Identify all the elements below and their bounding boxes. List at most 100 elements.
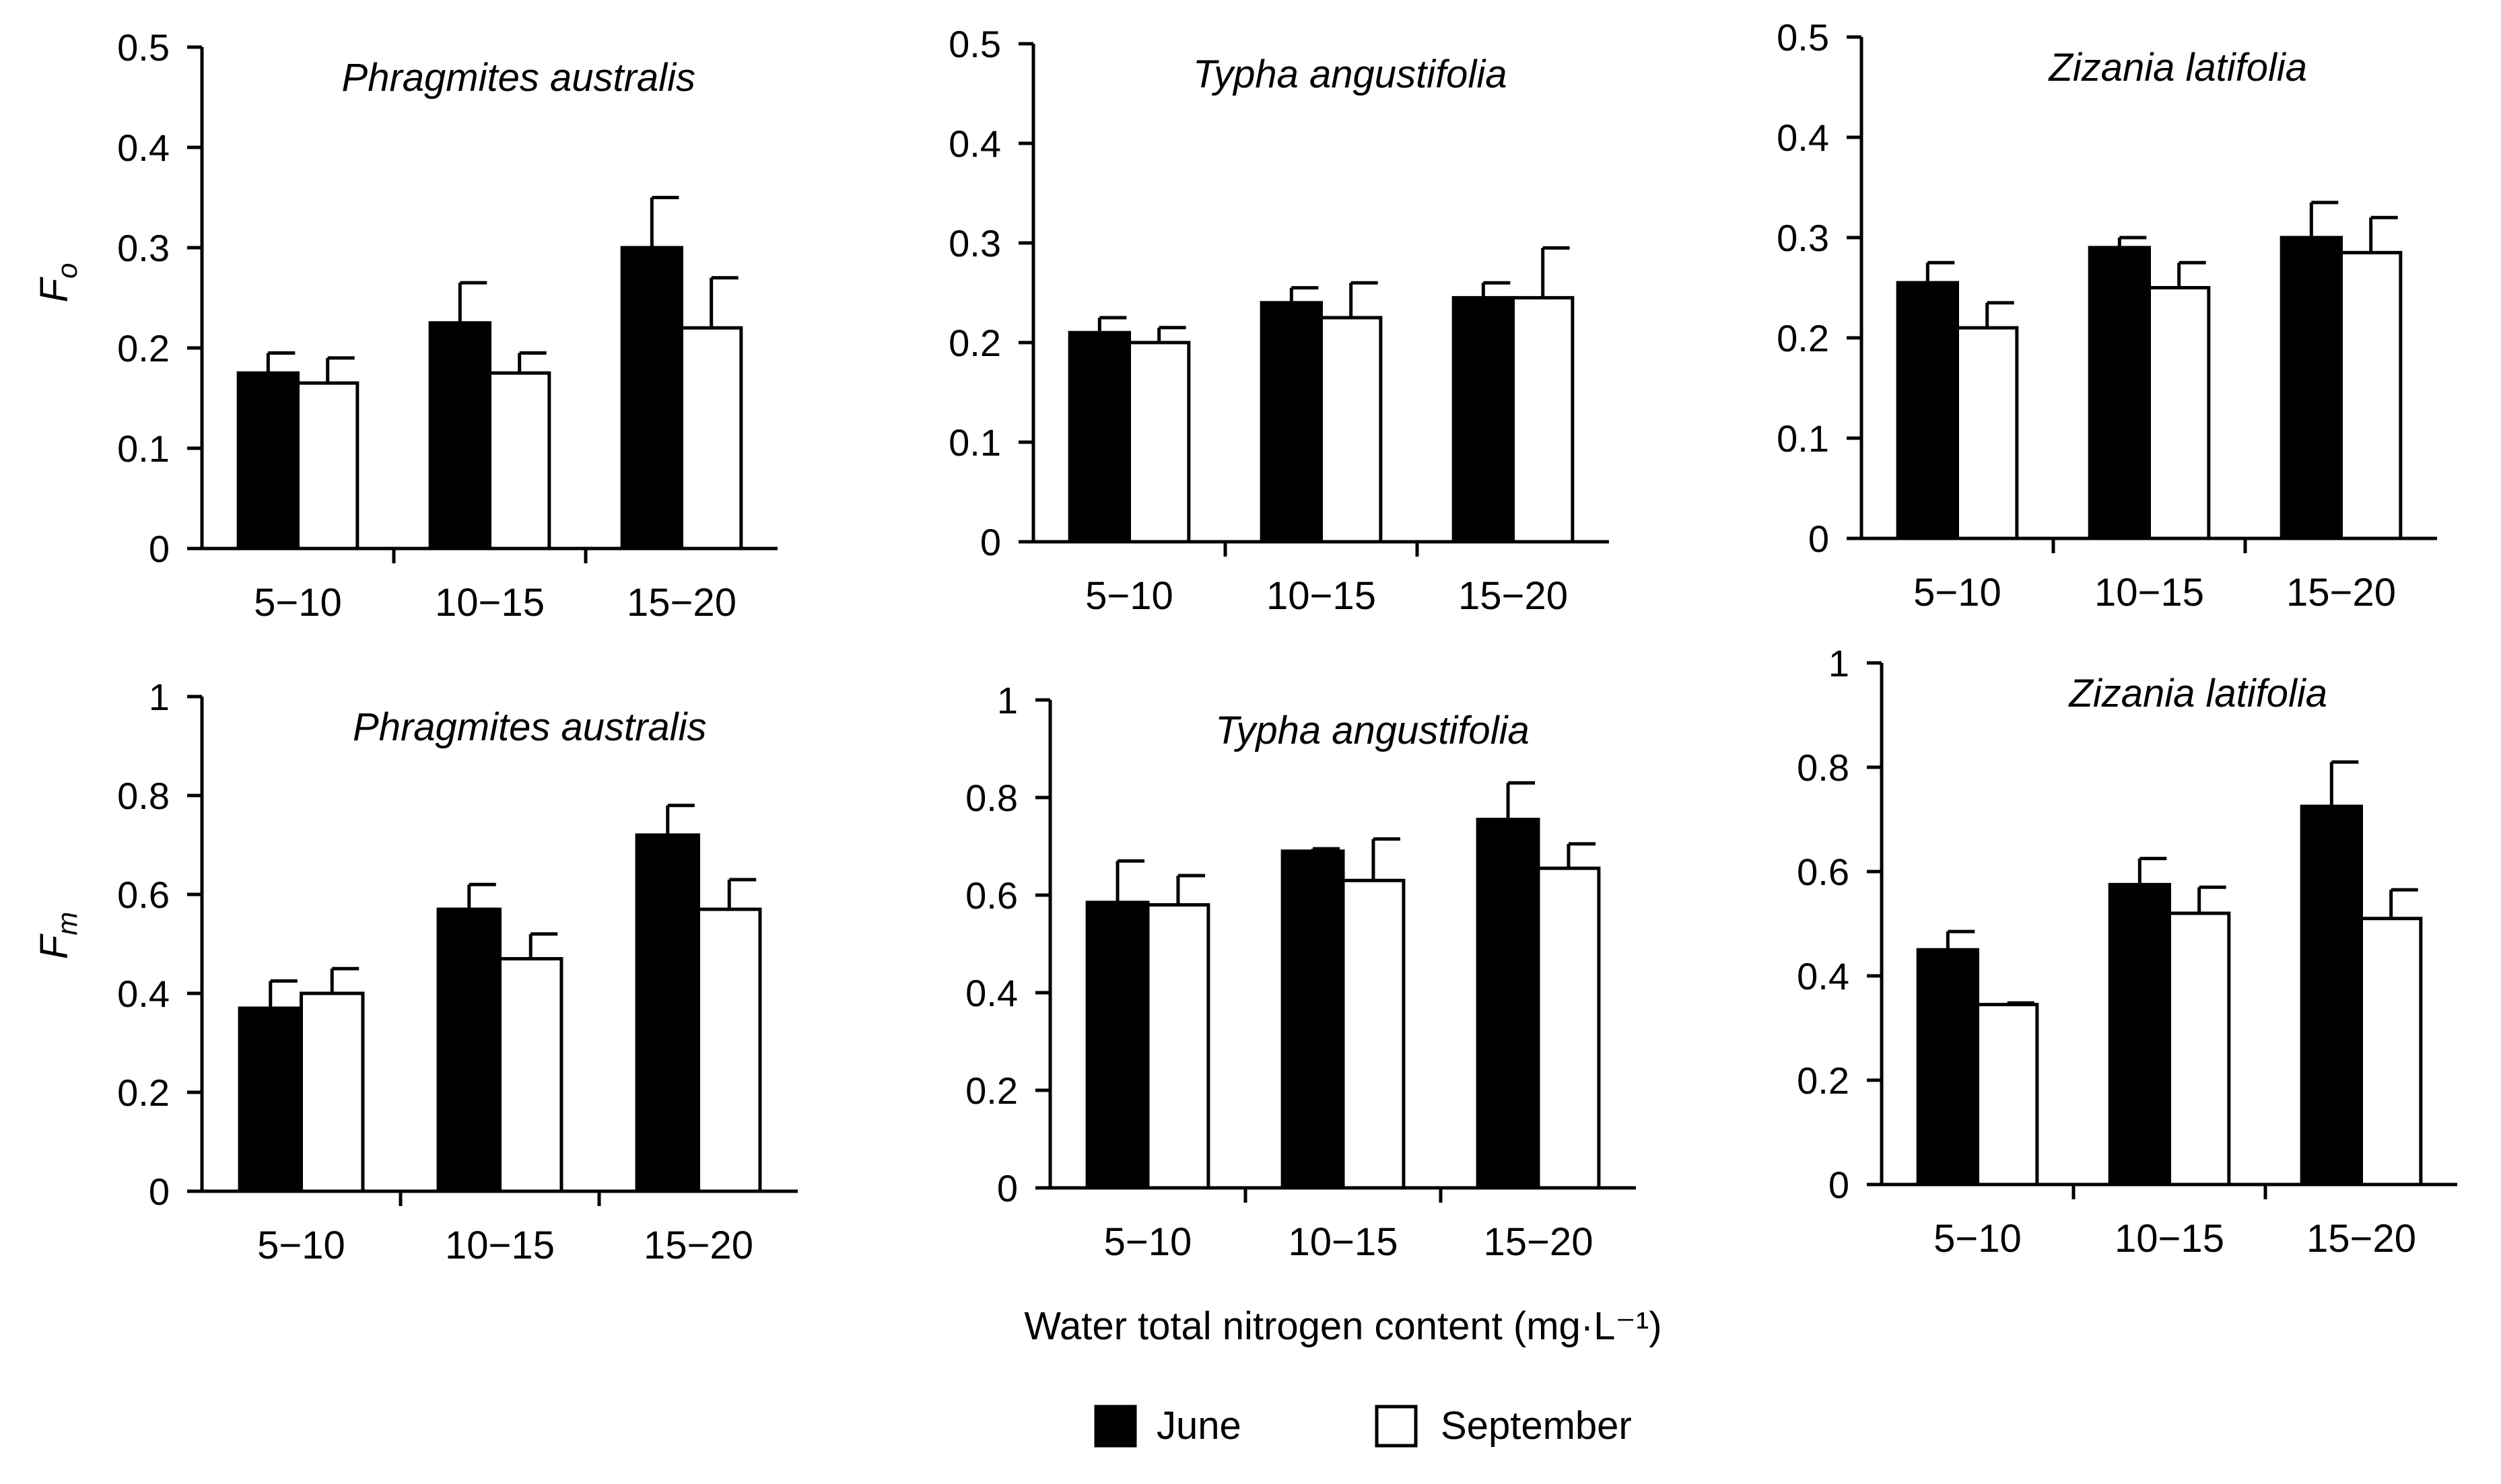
y-tick-label: 0.6 <box>117 874 170 916</box>
legend-label-september: September <box>1441 1404 1632 1448</box>
bar-june <box>236 371 300 551</box>
bar-june <box>2280 236 2343 540</box>
x-tick-label: 15−20 <box>627 581 736 625</box>
x-tick-label: 5−10 <box>1104 1220 1192 1264</box>
bar-june <box>1280 849 1345 1190</box>
y-tick-label: 0.4 <box>965 972 1018 1014</box>
y-tick-label: 0.2 <box>117 1071 170 1114</box>
x-tick-label: 10−15 <box>2094 571 2204 614</box>
y-tick-label: 0.8 <box>965 777 1018 819</box>
y-tick-label: 0.4 <box>949 122 1001 165</box>
y-tick-label: 0.4 <box>1797 955 1849 997</box>
y-tick-label: 0.5 <box>1777 16 1829 59</box>
bar-june <box>2108 882 2171 1187</box>
y-tick-label: 0 <box>980 521 1001 563</box>
x-tick-label: 5−10 <box>254 581 342 625</box>
y-tick-label: 0 <box>149 1170 170 1213</box>
y-tick-label: 0.2 <box>965 1069 1018 1112</box>
y-tick-label: 0 <box>1828 1164 1849 1206</box>
bar-september <box>1536 866 1601 1190</box>
y-tick-label: 0.3 <box>949 222 1001 264</box>
x-axis-label: Water total nitrogen content (mg·L⁻¹) <box>1024 1304 1661 1348</box>
panel-title: Zizania latifolia <box>2047 46 2307 90</box>
bar-june <box>1476 818 1540 1190</box>
y-tick-label: 0.3 <box>1777 217 1829 259</box>
y-tick-label: 1 <box>997 679 1018 721</box>
bar-september <box>1341 878 1406 1190</box>
y-tick-label: 0.2 <box>1777 317 1829 359</box>
bar-september <box>498 957 563 1193</box>
x-tick-label: 5−10 <box>1913 571 2001 614</box>
bar-september <box>2360 917 2423 1187</box>
bar-june <box>436 907 502 1193</box>
bar-september <box>2168 911 2231 1187</box>
y-tick-label: 0.1 <box>117 427 170 470</box>
bar-september <box>1511 295 1575 544</box>
bar-september <box>1956 326 2019 540</box>
x-tick-label: 15−20 <box>2286 571 2396 614</box>
y-tick-label: 0.4 <box>1777 116 1829 159</box>
chart-panel-1: 0 0.1 0.2 0.3 0.4 0.5 5−10 10−15 15−20 Phragmites… <box>117 26 778 625</box>
x-tick-label: 10−15 <box>1266 574 1376 618</box>
x-tick-label: 10−15 <box>1289 1220 1398 1264</box>
bar-september <box>488 371 551 551</box>
legend-swatch-september <box>1375 1405 1418 1448</box>
bar-june <box>1451 295 1515 544</box>
x-tick-label: 5−10 <box>1085 574 1173 618</box>
bar-june <box>238 1006 303 1193</box>
y-tick-label: 0.1 <box>949 421 1001 464</box>
y-tick-label: 0.5 <box>117 26 170 69</box>
panel-title: Typha angustifolia <box>1193 52 1507 96</box>
bar-june <box>1896 281 1959 540</box>
x-tick-label: 5−10 <box>1933 1217 2022 1261</box>
legend-swatch-june <box>1094 1405 1137 1448</box>
bar-june <box>2300 804 2363 1187</box>
x-tick-label: 15−20 <box>1458 574 1568 618</box>
bar-september <box>2339 250 2403 540</box>
y-tick-label: 0.1 <box>1777 417 1829 460</box>
y-tick-label: 0 <box>149 528 170 570</box>
y-tick-label: 0.3 <box>117 227 170 269</box>
bar-september <box>2148 286 2211 540</box>
y-tick-label: 1 <box>1828 642 1849 684</box>
y-tick-label: 0 <box>1808 518 1829 560</box>
bar-september <box>300 991 365 1193</box>
legend-label-june: June <box>1157 1404 1241 1448</box>
bar-september <box>1128 341 1191 544</box>
bar-september <box>1976 1003 2039 1187</box>
y-tick-label: 0.8 <box>117 775 170 817</box>
bar-june <box>620 246 684 551</box>
bar-september <box>697 907 762 1193</box>
bar-june <box>635 833 700 1193</box>
y-tick-label: 0.4 <box>117 127 170 169</box>
x-tick-label: 15−20 <box>2306 1217 2416 1261</box>
chart-panel-3: 0 0.1 0.2 0.3 0.4 0.5 5−10 10−15 15−20 Zizania la… <box>1777 16 2437 614</box>
chart-panel-4: 0 0.2 0.4 0.6 0.8 1 5−10 10−15 15−20 Phragmites a… <box>117 676 798 1267</box>
x-tick-label: 15−20 <box>644 1224 753 1267</box>
x-tick-label: 10−15 <box>445 1224 555 1267</box>
bar-september <box>296 381 359 551</box>
x-tick-label: 10−15 <box>2115 1217 2224 1261</box>
bar-june <box>1068 330 1132 544</box>
x-tick-label: 10−15 <box>435 581 545 625</box>
bar-june <box>1085 900 1150 1190</box>
panel-title: Zizania latifolia <box>2067 672 2327 715</box>
bar-september <box>1320 316 1383 544</box>
y-tick-label: 0.2 <box>1797 1059 1849 1102</box>
legend: June September <box>1094 1404 1632 1448</box>
bar-june <box>1260 301 1324 544</box>
x-tick-label: 5−10 <box>257 1224 345 1267</box>
panel-title: Typha angustifolia <box>1215 709 1529 752</box>
y-tick-label: 0.4 <box>117 973 170 1015</box>
y-tick-label: 0 <box>997 1167 1018 1209</box>
bar-june <box>2088 246 2151 540</box>
x-tick-label: 15−20 <box>1484 1220 1594 1264</box>
y-tick-label: 0.6 <box>1797 851 1849 893</box>
chart-panel-5: 0 0.2 0.4 0.6 0.8 1 5−10 10−15 15−20 Typha angust… <box>965 679 1636 1264</box>
bar-september <box>1146 903 1210 1190</box>
y-tick-label: 0.2 <box>117 327 170 369</box>
bar-june <box>1916 948 1979 1187</box>
y-tick-label: 1 <box>149 676 170 718</box>
chart-panel-2: 0 0.1 0.2 0.3 0.4 0.5 5−10 10−15 15−20 Typha angu… <box>949 23 1609 618</box>
